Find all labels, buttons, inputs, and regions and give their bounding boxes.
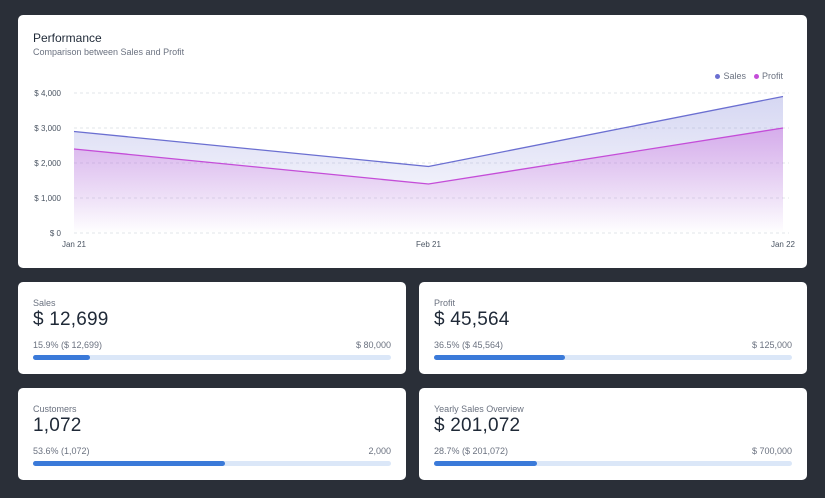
- kpi-value: 1,072: [33, 415, 82, 436]
- kpi-card-customers: Customers 1,072 53.6% (1,072) 2,000: [18, 388, 406, 480]
- chart-legend: Sales Profit: [715, 71, 783, 81]
- x-tick-label: Jan 21: [62, 240, 87, 249]
- kpi-target: $ 80,000: [355, 340, 391, 350]
- kpi-card-yearly-sales: Yearly Sales Overview $ 201,072 28.7% ($…: [419, 388, 807, 480]
- kpi-label: Sales: [33, 298, 56, 308]
- legend-label-sales: Sales: [723, 71, 746, 81]
- line-profit: [73, 127, 784, 185]
- kpi-percent: 53.6% (1,072): [33, 446, 90, 456]
- kpi-card-sales: Sales $ 12,699 15.9% ($ 12,699) $ 80,000: [18, 282, 406, 374]
- y-tick-label: $ 2,000: [34, 159, 61, 168]
- kpi-label: Profit: [434, 298, 456, 308]
- chart-title: Performance: [33, 31, 102, 45]
- chart-areas: [74, 96, 783, 233]
- area-profit: [74, 128, 783, 233]
- progress-fill: [33, 355, 90, 360]
- x-axis-ticks: Jan 21 Feb 21 Jan 22: [62, 240, 796, 249]
- sales-dot-icon: [715, 73, 721, 79]
- kpi-value: $ 45,564: [434, 309, 510, 330]
- y-tick-label: $ 0: [50, 229, 62, 238]
- y-tick-label: $ 3,000: [34, 124, 61, 133]
- performance-chart: $ 4,000 $ 3,000 $ 2,000 $ 1,000 $ 0 Jan 21 Fe…: [34, 89, 796, 249]
- kpi-label: Yearly Sales Overview: [434, 404, 524, 414]
- legend-label-profit: Profit: [761, 71, 783, 81]
- kpi-value: $ 12,699: [33, 309, 109, 330]
- y-tick-label: $ 1,000: [34, 194, 61, 203]
- progress-fill: [434, 355, 565, 360]
- y-tick-label: $ 4,000: [34, 89, 61, 98]
- progress-track: [434, 355, 792, 360]
- kpi-target: 2,000: [368, 446, 391, 456]
- performance-chart-card: $ 4,000 $ 3,000 $ 2,000 $ 1,000 $ 0 Jan 21 Fe…: [18, 15, 807, 268]
- legend-item-profit[interactable]: Profit: [753, 71, 783, 81]
- kpi-percent: 36.5% ($ 45,564): [434, 340, 504, 350]
- kpi-target: $ 125,000: [751, 340, 792, 350]
- progress-track: [33, 461, 391, 466]
- kpi-target: $ 700,000: [751, 446, 792, 456]
- progress-track: [33, 355, 391, 360]
- kpi-percent: 28.7% ($ 201,072): [434, 446, 509, 456]
- progress-fill: [33, 461, 225, 466]
- profit-dot-icon: [753, 73, 759, 79]
- kpi-label: Customers: [33, 404, 77, 414]
- progress-track: [434, 461, 792, 466]
- y-axis-ticks: $ 4,000 $ 3,000 $ 2,000 $ 1,000 $ 0: [34, 89, 61, 238]
- x-tick-label: Feb 21: [416, 240, 441, 249]
- kpi-percent: 15.9% ($ 12,699): [33, 340, 103, 350]
- x-tick-label: Jan 22: [771, 240, 796, 249]
- kpi-value: $ 201,072: [434, 415, 521, 436]
- legend-item-sales[interactable]: Sales: [715, 71, 746, 81]
- kpi-card-profit: Profit $ 45,564 36.5% ($ 45,564) $ 125,0…: [419, 282, 807, 374]
- progress-fill: [434, 461, 537, 466]
- line-sales: [73, 95, 784, 168]
- chart-lines: [73, 95, 784, 185]
- chart-subtitle: Comparison between Sales and Profit: [33, 47, 185, 57]
